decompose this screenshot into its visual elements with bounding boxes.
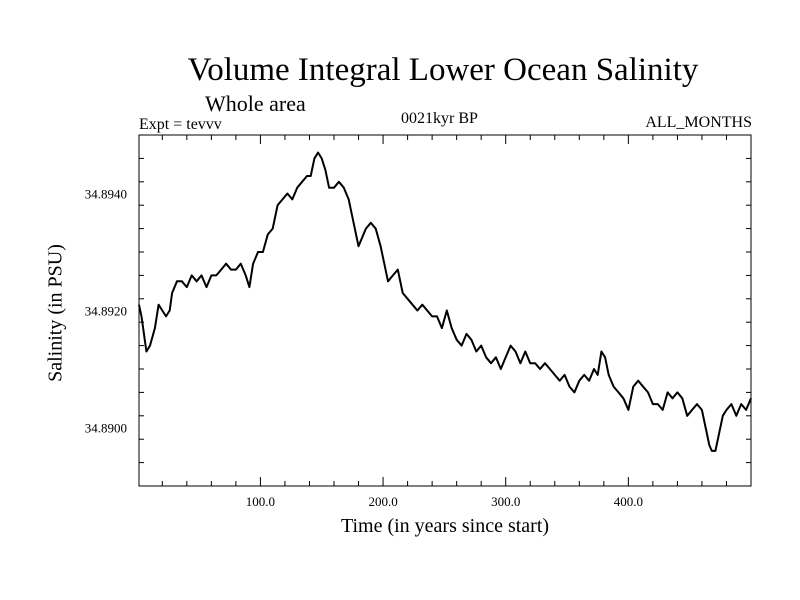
months-annotation: ALL_MONTHS <box>645 114 752 131</box>
chart-title: Volume Integral Lower Ocean Salinity <box>187 52 699 88</box>
x-tick-label: 100.0 <box>246 494 275 509</box>
plot-frame <box>138 134 752 487</box>
experiment-annotation: Expt = tevvv <box>139 116 222 133</box>
y-tick-label: 34.8940 <box>85 187 127 202</box>
x-tick-label: 300.0 <box>491 494 520 509</box>
axis-ticks <box>139 135 751 486</box>
x-tick-label: 200.0 <box>368 494 397 509</box>
period-annotation: 0021kyr BP <box>401 110 478 127</box>
salinity-series-line <box>138 151 752 452</box>
y-tick-label: 34.8920 <box>85 304 127 319</box>
x-axis-label: Time (in years since start) <box>340 515 550 537</box>
y-tick-label: 34.8900 <box>85 421 127 436</box>
x-tick-label: 400.0 <box>614 494 643 509</box>
chart-subtitle: Whole area <box>205 91 306 116</box>
tick-labels: 100.0 200.0 300.0 400.0 34.8900 34.8920 34.894… <box>85 187 643 510</box>
